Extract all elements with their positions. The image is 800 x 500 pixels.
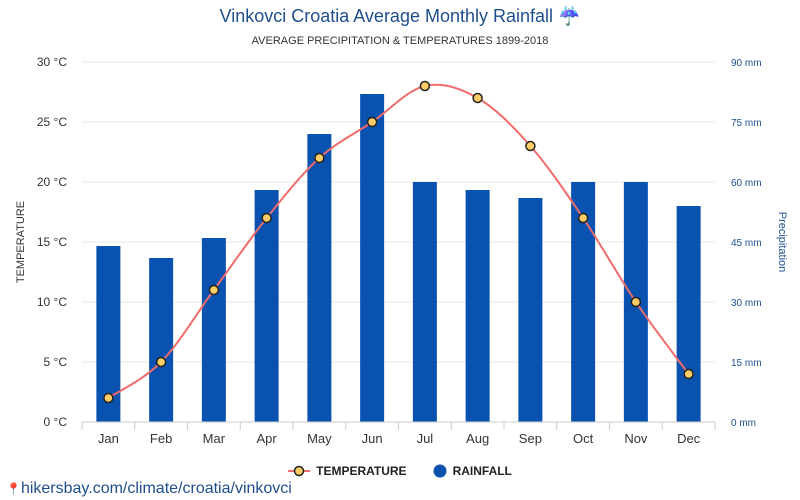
x-tick-label: Sep	[519, 431, 542, 446]
source-link[interactable]: 📍hikersbay.com/climate/croatia/vinkovci	[6, 480, 292, 498]
rainfall-bar	[201, 238, 226, 422]
y-tick-label: 10 °C	[37, 295, 67, 309]
rainfall-bar	[518, 198, 543, 422]
legend-label-temperature: TEMPERATURE	[316, 464, 407, 478]
temperature-point	[419, 80, 431, 92]
x-tick-label: Jan	[98, 431, 119, 446]
grid	[82, 61, 715, 363]
x-tick-label: May	[307, 431, 332, 446]
chart-subtitle: AVERAGE PRECIPITATION & TEMPERATURES 189…	[251, 35, 549, 47]
y-axis-label: TEMPERATURE	[15, 201, 27, 283]
y2-tick-label: 45 mm	[731, 238, 762, 249]
y-tick-label: 30 °C	[37, 55, 67, 69]
rainfall-bar	[254, 190, 279, 422]
y2-tick-label: 60 mm	[731, 178, 762, 189]
y2-axis-label: Precipitation	[776, 212, 788, 273]
rainfall-bar	[360, 94, 385, 422]
temperature-point	[261, 212, 272, 224]
x-tick-label: Mar	[203, 431, 226, 446]
temperature-point	[472, 92, 483, 104]
y-tick-label: 0 °C	[44, 415, 68, 429]
x-tick-label: Apr	[257, 431, 278, 446]
x-tick-label: Feb	[150, 431, 172, 446]
temperature-point	[155, 356, 167, 368]
temperature-line-layer	[103, 80, 694, 404]
temperature-point	[525, 140, 536, 152]
y-tick-label: 15 °C	[37, 235, 67, 249]
y-tick-label: 25 °C	[37, 115, 67, 129]
axes: 0 °C 0 mm 5 °C 15 mm 10 °C 30 mm 15 °C 45 mm 20 …	[37, 55, 762, 446]
rainfall-legend-icon	[433, 464, 447, 478]
temperature-point	[103, 392, 114, 404]
map-pin-icon: 📍	[6, 482, 21, 496]
rainfall-bar	[412, 182, 437, 422]
rainfall-bar	[465, 190, 490, 422]
y2-tick-label: 90 mm	[731, 58, 762, 69]
y2-tick-label: 0 mm	[731, 418, 756, 429]
temperature-legend-icon	[288, 465, 311, 477]
legend-item-rainfall[interactable]: RAINFALL	[433, 464, 512, 478]
y-tick-label: 5 °C	[44, 355, 68, 369]
y2-tick-label: 30 mm	[731, 298, 762, 309]
x-tick-label: Nov	[624, 431, 648, 446]
temperature-point	[630, 296, 642, 308]
temperature-point	[366, 116, 378, 128]
temperature-point	[577, 212, 589, 224]
umbrella-rain-icon: ☔	[558, 6, 581, 26]
legend: TEMPERATURE RAINFALL	[0, 464, 800, 478]
x-tick-label: Jun	[362, 431, 383, 446]
y2-tick-label: 15 mm	[731, 358, 762, 369]
rainfall-bars	[96, 94, 701, 422]
x-tick-label: Oct	[573, 431, 594, 446]
rainfall-bar	[149, 258, 174, 422]
temperature-point	[208, 284, 220, 296]
chart-svg: 0 °C 0 mm 5 °C 15 mm 10 °C 30 mm 15 °C 45 mm 20 …	[15, 55, 788, 446]
rainfall-bar	[307, 134, 332, 422]
x-tick-label: Jul	[417, 431, 434, 446]
temperature-point	[683, 368, 694, 380]
y2-tick-label: 75 mm	[731, 118, 762, 129]
legend-item-temperature[interactable]: TEMPERATURE	[288, 464, 407, 478]
rainfall-bar	[676, 206, 701, 422]
x-tick-label: Aug	[466, 431, 489, 446]
y-tick-label: 20 °C	[37, 175, 67, 189]
temperature-line	[107, 83, 690, 399]
chart-title-text: Vinkovci Croatia Average Monthly Rainfal…	[219, 6, 554, 26]
temperature-point	[314, 152, 325, 164]
chart-title: Vinkovci Croatia Average Monthly Rainfal…	[0, 6, 800, 27]
source-link-text: hikersbay.com/climate/croatia/vinkovci	[20, 480, 292, 497]
x-tick-label: Dec	[677, 431, 701, 446]
legend-label-rainfall: RAINFALL	[452, 464, 512, 478]
